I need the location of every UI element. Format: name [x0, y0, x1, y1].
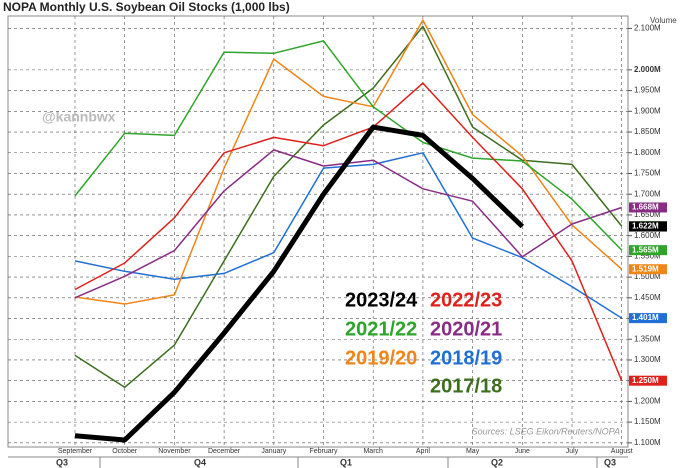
- y-tick-label: 1.800M: [634, 148, 661, 157]
- x-tick-label: December: [208, 448, 241, 455]
- legend-label: 2021/22: [345, 318, 417, 340]
- legend-label: 2017/18: [430, 375, 502, 397]
- quarter-label: Q1: [340, 457, 352, 467]
- legend-label: 2022/23: [430, 289, 502, 311]
- quarter-label: Q3: [56, 457, 68, 467]
- value-label: 1.622M: [632, 222, 659, 231]
- y-tick-label: 1.650M: [634, 210, 661, 219]
- y-tick-label: 1.150M: [634, 417, 661, 426]
- y-axis-label: Volume: [650, 16, 677, 25]
- y-tick-label: 1.450M: [634, 293, 661, 302]
- y-tick-label: 1.200M: [634, 397, 661, 406]
- x-tick-label: October: [112, 448, 138, 455]
- value-label-box: [629, 313, 667, 324]
- series-line: [74, 152, 623, 319]
- legend-label: 2019/20: [345, 347, 417, 369]
- series-line: [74, 124, 525, 443]
- value-label: 1.250M: [632, 376, 659, 385]
- x-tick-label: August: [611, 448, 633, 455]
- y-tick-label: 1.700M: [634, 189, 661, 198]
- y-tick-label: 1.500M: [634, 272, 661, 281]
- y-tick-label: 2.000M: [634, 65, 661, 74]
- x-tick-label: March: [363, 448, 383, 455]
- value-label-box: [629, 202, 667, 213]
- y-tick-label: 1.600M: [634, 231, 661, 240]
- legend-label: 2023/24: [345, 289, 418, 311]
- y-tick-label: 1.300M: [634, 355, 661, 364]
- quarter-label: Q4: [194, 457, 206, 467]
- x-tick-label: September: [58, 448, 93, 455]
- x-tick-label: February: [309, 448, 338, 455]
- y-tick-label: 1.100M: [634, 438, 661, 447]
- x-tick-label: November: [158, 448, 191, 455]
- x-tick-label: April: [416, 448, 430, 455]
- x-tick-label: January: [261, 448, 286, 455]
- series-line: [74, 40, 623, 251]
- y-tick-label: 1.950M: [634, 86, 661, 95]
- series-line: [74, 25, 623, 389]
- value-label-box: [629, 221, 667, 232]
- x-tick-label: July: [566, 448, 579, 455]
- source: Sources: LSEG Eikon/Reuters/NOPA: [472, 426, 620, 436]
- value-label: 1.565M: [632, 245, 659, 254]
- plot-frame: [7, 15, 629, 448]
- y-tick-label: 1.850M: [634, 127, 661, 136]
- x-tick-label: June: [515, 448, 530, 455]
- series-line: [74, 82, 623, 381]
- y-tick-label: 1.550M: [634, 251, 661, 260]
- y-tick-label: 1.750M: [634, 169, 661, 178]
- value-label-box: [629, 245, 667, 256]
- x-tick-label: May: [466, 448, 480, 455]
- value-label: 1.519M: [632, 264, 659, 273]
- quarter-label: Q2: [491, 457, 503, 467]
- legend-label: 2018/19: [430, 347, 502, 369]
- value-label-box: [629, 264, 667, 275]
- value-label: 1.401M: [632, 313, 659, 322]
- chart-title: NOPA Monthly U.S. Soybean Oil Stocks (1,…: [3, 0, 290, 14]
- quarter-label: Q3: [604, 457, 616, 467]
- value-label-box: [629, 375, 667, 386]
- y-tick-label: 1.350M: [634, 334, 661, 343]
- value-label: 1.668M: [632, 203, 659, 212]
- y-tick-label: 1.900M: [634, 106, 661, 115]
- watermark: @kannbwx: [42, 109, 116, 125]
- legend-label: 2020/21: [430, 318, 502, 340]
- y-tick-label: 2.100M: [634, 24, 661, 33]
